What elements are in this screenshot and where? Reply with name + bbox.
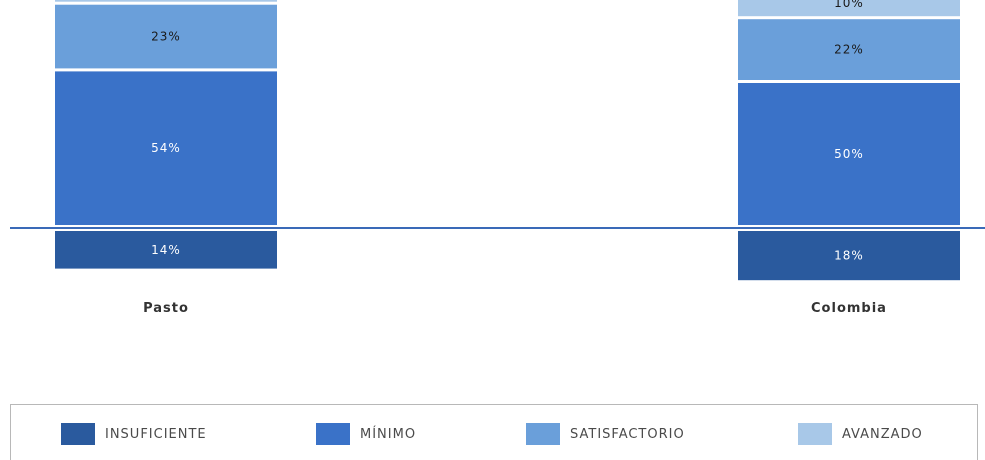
legend-item-satisfactorio: SATISFACTORIO [526,423,685,445]
value-label-satisfactorio-colombia: 22% [834,43,864,57]
legend-swatch-minimo [316,423,350,445]
legend-swatch-insuficiente [61,423,95,445]
bar-minimo-pasto [55,71,277,226]
category-label-colombia: Colombia [811,301,887,316]
value-label-insuficiente-colombia: 18% [834,249,864,263]
category-labels: Pasto Colombia [143,301,887,316]
bar-satisfactorio-colombia [738,19,960,80]
bar-insuficiente-colombia [738,231,960,281]
bar-insuficiente-pasto [55,231,277,269]
bar-satisfactorio-pasto [55,4,277,69]
bar-avanzado-pasto [55,0,277,2]
value-label-minimo-pasto: 54% [151,141,181,155]
legend-label-minimo: MÍNIMO [360,426,417,442]
legend-swatch-satisfactorio [526,423,560,445]
legend-swatch-avanzado [798,423,832,445]
legend-item-avanzado: AVANZADO [798,423,923,445]
legend-label-avanzado: AVANZADO [842,426,923,442]
value-label-satisfactorio-pasto: 23% [151,30,181,44]
legend: INSUFICIENTE MÍNIMO SATISFACTORIO AVANZA… [10,404,978,460]
legend-item-insuficiente: INSUFICIENTE [61,423,207,445]
category-label-pasto: Pasto [143,301,189,316]
value-label-insuficiente-pasto: 14% [151,243,181,257]
legend-label-satisfactorio: SATISFACTORIO [570,426,685,442]
bars-layer: 14%54%23%9%18%50%22%10% [55,0,960,281]
bar-avanzado-colombia [738,0,960,17]
bar-minimo-colombia [738,83,960,225]
value-label-avanzado-colombia: 10% [834,0,864,10]
value-label-minimo-colombia: 50% [834,147,864,161]
legend-label-insuficiente: INSUFICIENTE [105,426,207,442]
legend-item-minimo: MÍNIMO [316,423,416,445]
